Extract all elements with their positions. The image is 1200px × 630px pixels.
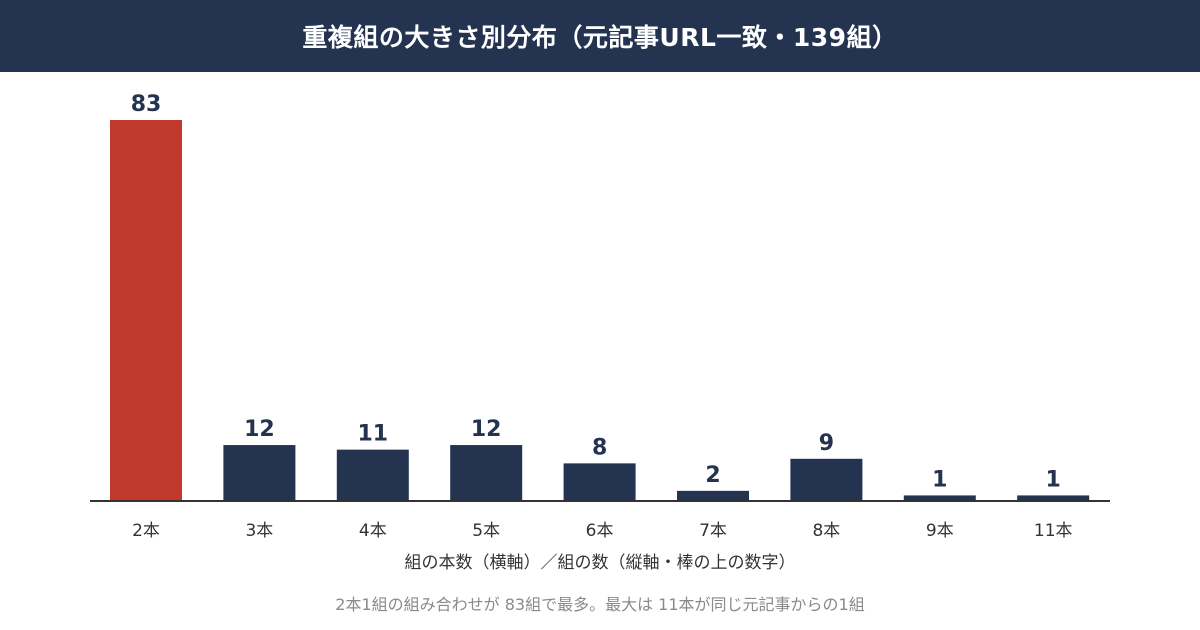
x-tick-label: 6本 — [586, 521, 614, 541]
chart-title: 重複組の大きさ別分布（元記事URL一致・139組） — [302, 23, 898, 52]
x-tick-label: 3本 — [245, 521, 273, 541]
bar-3本 — [223, 445, 296, 500]
data-label: 12 — [244, 417, 275, 442]
bar-8本 — [790, 458, 863, 500]
bar-6本 — [563, 463, 636, 500]
data-label: 8 — [592, 435, 607, 460]
data-label: 2 — [705, 463, 720, 488]
bar-9本 — [903, 495, 976, 500]
data-label: 1 — [932, 467, 947, 492]
bar-7本 — [677, 490, 749, 500]
header-bar: 重複組の大きさ別分布（元記事URL一致・139組） — [0, 0, 1200, 72]
bar-5本 — [450, 445, 523, 500]
bar-chart: 83 2本 12 3本 11 4本 12 5本 8 6本 2 7本 9 8本 1 9本 1 11本 — [90, 92, 1110, 541]
x-axis-label: 組の本数（横軸）／組の数（縦軸・棒の上の数字） — [404, 553, 796, 573]
x-tick-label: 2本 — [132, 521, 160, 541]
chart-caption: 2本1組の組み合わせが 83組で最多。最大は 11本が同じ元記事からの1組 — [335, 595, 865, 614]
data-label: 1 — [1046, 467, 1061, 492]
x-tick-label: 4本 — [359, 521, 387, 541]
x-tick-label: 11本 — [1034, 521, 1073, 541]
data-label: 12 — [471, 417, 502, 442]
data-label: 11 — [357, 422, 388, 447]
data-label: 9 — [819, 431, 834, 456]
bar-11本 — [1017, 495, 1090, 500]
bar-4本 — [336, 449, 409, 500]
x-tick-label: 5本 — [472, 521, 500, 541]
x-tick-label: 7本 — [699, 521, 727, 541]
x-tick-label: 9本 — [926, 521, 954, 541]
data-label: 83 — [131, 92, 162, 117]
x-tick-label: 8本 — [812, 521, 840, 541]
bar-2本 — [110, 120, 182, 500]
